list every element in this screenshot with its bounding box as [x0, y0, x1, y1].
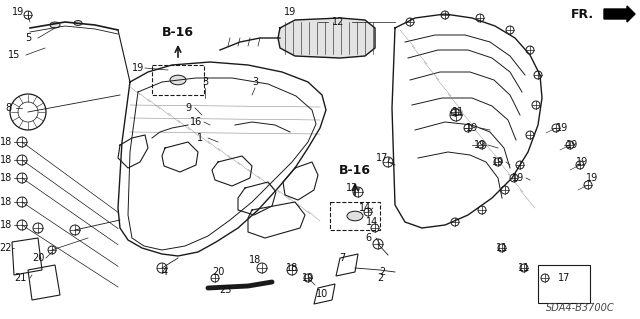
Text: 19: 19: [132, 63, 144, 73]
Text: 19: 19: [284, 7, 296, 17]
Text: 11: 11: [518, 263, 530, 273]
Text: 9: 9: [185, 103, 191, 113]
Text: 4: 4: [162, 267, 168, 277]
Text: 18: 18: [249, 255, 261, 265]
Text: 18: 18: [0, 155, 12, 165]
Text: B-16: B-16: [339, 164, 371, 176]
Text: 19: 19: [586, 173, 598, 183]
Text: 18: 18: [0, 197, 12, 207]
Ellipse shape: [170, 75, 186, 85]
Polygon shape: [278, 18, 375, 58]
Text: 13: 13: [346, 183, 358, 193]
Text: 20: 20: [212, 267, 224, 277]
Text: 22: 22: [0, 243, 12, 253]
Text: 19: 19: [512, 173, 524, 183]
Text: 20: 20: [32, 253, 44, 263]
Text: 19: 19: [466, 123, 478, 133]
Text: FR.: FR.: [571, 8, 594, 20]
Text: 8: 8: [5, 103, 11, 113]
Text: 3: 3: [252, 77, 258, 87]
Ellipse shape: [50, 22, 60, 28]
Bar: [330, 202, 380, 230]
Text: 11: 11: [496, 243, 508, 253]
Text: 14: 14: [359, 203, 371, 213]
Ellipse shape: [74, 21, 82, 26]
Text: 14: 14: [366, 217, 378, 227]
Text: 19: 19: [474, 140, 486, 150]
Text: 19: 19: [576, 157, 588, 167]
Text: 17: 17: [376, 153, 388, 163]
Text: 18: 18: [0, 137, 12, 147]
Text: 11: 11: [452, 107, 464, 117]
Text: 21: 21: [14, 273, 26, 283]
Text: 1: 1: [197, 133, 203, 143]
Text: 18: 18: [286, 263, 298, 273]
Text: 17: 17: [558, 273, 570, 283]
Text: 19: 19: [566, 140, 578, 150]
Text: 19: 19: [556, 123, 568, 133]
Text: 19: 19: [302, 273, 314, 283]
FancyArrow shape: [604, 6, 635, 22]
Text: 2: 2: [377, 273, 383, 283]
Text: B-16: B-16: [162, 26, 194, 39]
Text: 16: 16: [190, 117, 202, 127]
Text: 18: 18: [0, 220, 12, 230]
Text: 5: 5: [25, 33, 31, 43]
Text: 19: 19: [12, 7, 24, 17]
Ellipse shape: [347, 211, 363, 221]
Text: 23: 23: [219, 285, 231, 295]
Bar: [538, 265, 590, 303]
Text: 3: 3: [202, 77, 208, 87]
Text: SDA4-B3700C: SDA4-B3700C: [546, 303, 614, 313]
Text: 15: 15: [8, 50, 20, 60]
Text: 18: 18: [0, 173, 12, 183]
Text: 7: 7: [339, 253, 345, 263]
Text: 2: 2: [379, 267, 385, 277]
Bar: [152, 65, 204, 95]
Text: 10: 10: [316, 289, 328, 299]
Text: 12: 12: [332, 17, 344, 27]
Text: 6: 6: [365, 233, 371, 243]
Text: 19: 19: [492, 157, 504, 167]
